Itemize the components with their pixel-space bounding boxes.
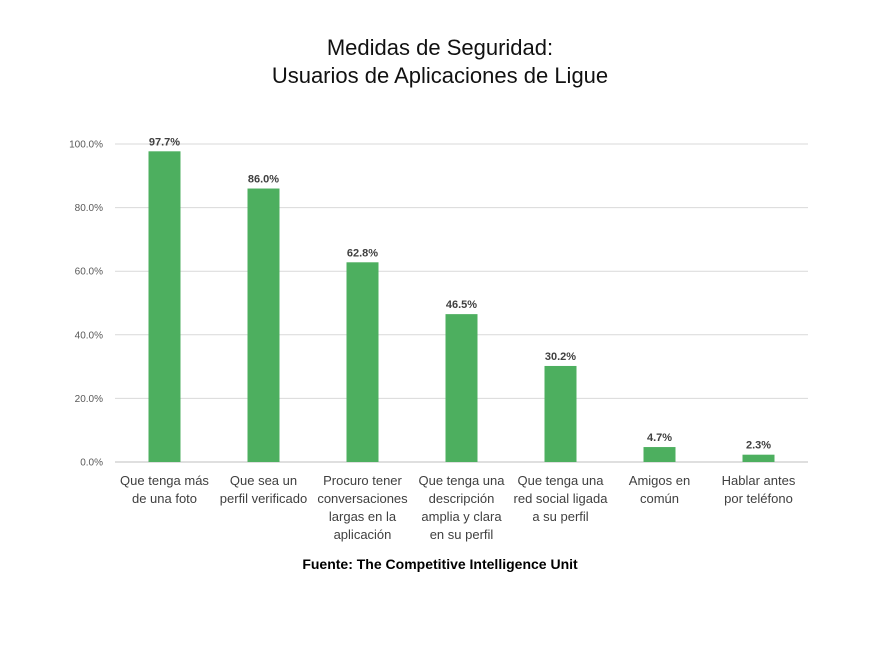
category-label: Que tenga más de una foto — [120, 473, 209, 506]
y-tick-label: 100.0% — [69, 140, 103, 151]
data-label: 4.7% — [647, 432, 672, 444]
chart-title-line-2: Usuarios de Aplicaciones de Ligue — [271, 63, 609, 88]
bar — [346, 262, 379, 462]
source-note: Fuente: The Competitive Intelligence Uni… — [302, 556, 578, 572]
y-tick-label: 0.0% — [80, 458, 103, 469]
category-label: Amigos en común — [629, 473, 690, 506]
bar — [247, 188, 280, 462]
data-label: 30.2% — [545, 351, 576, 363]
data-label: 86.0% — [248, 174, 279, 186]
category-label: Que tenga una red social ligada a su perfi… — [514, 473, 609, 524]
data-label: 97.7% — [149, 136, 180, 148]
data-label: 2.3% — [746, 440, 771, 452]
data-label: 62.8% — [347, 247, 378, 259]
chart-title-line-1: Medidas de Seguridad: — [326, 35, 554, 60]
data-label: 46.5% — [446, 299, 477, 311]
bar — [445, 314, 478, 462]
y-tick-label: 40.0% — [75, 330, 103, 341]
bar — [742, 454, 775, 462]
y-tick-label: 20.0% — [75, 394, 103, 405]
category-label: Procuro tener conversaciones largas en la a… — [317, 473, 408, 542]
bar — [643, 447, 676, 462]
y-tick-label: 80.0% — [75, 203, 103, 214]
bar — [148, 151, 181, 462]
chart-title: Medidas de Seguridad: Usuarios de Aplica… — [0, 34, 880, 90]
category-label: Hablar antes por teléfono — [722, 473, 796, 506]
category-label: Que sea un perfil verificado — [220, 473, 307, 506]
y-tick-label: 60.0% — [75, 267, 103, 278]
bar — [544, 365, 577, 462]
category-label: Que tenga una descripción amplia y clara en… — [418, 473, 505, 542]
